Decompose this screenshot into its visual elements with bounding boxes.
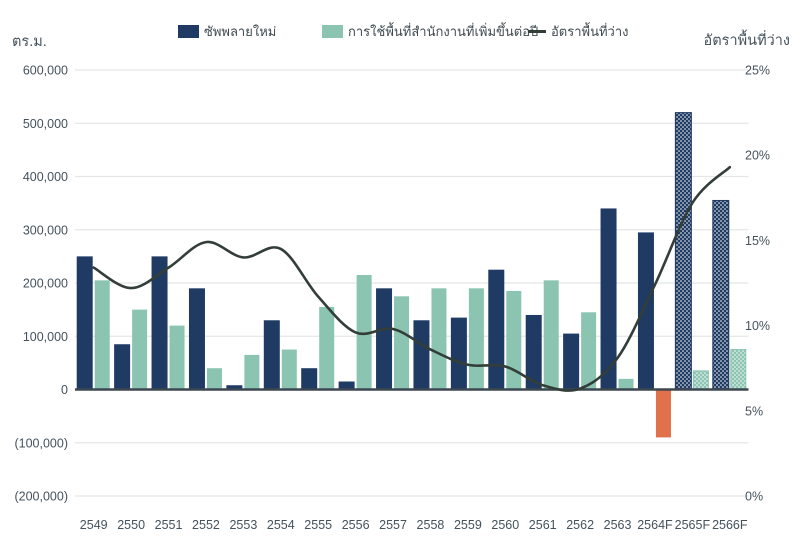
left-axis-title: ตร.ม.	[12, 34, 47, 50]
right-axis-tick-label: 25%	[745, 64, 770, 78]
left-axis-tick-label: (100,000)	[14, 436, 68, 450]
x-axis-label-2563: 2563	[604, 518, 632, 532]
bar-net-absorption-2552	[206, 368, 222, 390]
legend-label-net-absorption: การใช้พื้นที่สำนักงานที่เพิ่มขึ้นต่อปี	[348, 24, 539, 39]
bar-net-absorption-2551	[169, 325, 185, 390]
x-axis-label-2560: 2560	[491, 518, 519, 532]
legend-label-vacancy-rate: อัตราพื้นที่ว่าง	[551, 24, 629, 39]
x-axis-label-2557: 2557	[379, 518, 407, 532]
bar-net-absorption-2554	[281, 349, 297, 390]
bar-net-absorption-2566F	[730, 349, 747, 390]
bar-new-supply-2559	[450, 317, 467, 390]
new-supply-swatch-icon	[178, 25, 199, 38]
x-axis-label-2561: 2561	[529, 518, 557, 532]
bar-new-supply-2561	[525, 314, 542, 390]
bar-net-absorption-2550	[132, 309, 148, 390]
left-axis-tick-label: 100,000	[23, 330, 68, 344]
bar-new-supply-2553	[226, 385, 243, 390]
x-axis-label-2565F: 2565F	[675, 518, 711, 532]
x-axis-label-2551: 2551	[155, 518, 183, 532]
x-axis-label-2555: 2555	[304, 518, 332, 532]
bar-new-supply-2562	[563, 333, 580, 390]
bar-new-supply-2558	[413, 320, 430, 390]
bar-net-absorption-2559	[468, 288, 484, 390]
bar-new-supply-2551	[151, 256, 168, 390]
x-axis-label-2559: 2559	[454, 518, 482, 532]
bar-new-supply-2556	[338, 381, 355, 390]
right-axis-tick-label: 20%	[745, 149, 770, 163]
right-axis-tick-label: 15%	[745, 234, 770, 248]
bar-new-supply-2563	[600, 208, 617, 390]
x-axis-label-2549: 2549	[80, 518, 108, 532]
bar-new-supply-2554	[263, 320, 280, 390]
bar-new-supply-2566F	[712, 199, 730, 390]
bar-new-supply-2560	[488, 269, 505, 390]
x-axis-label-2562: 2562	[566, 518, 594, 532]
bar-new-supply-2555	[301, 368, 318, 390]
right-axis-tick-label: 10%	[745, 319, 770, 333]
bar-new-supply-2552	[188, 288, 205, 390]
x-axis-label-2556: 2556	[342, 518, 370, 532]
bar-new-supply-2565F	[674, 112, 692, 390]
x-axis-label-2552: 2552	[192, 518, 220, 532]
bar-net-absorption-2553	[244, 354, 260, 390]
bar-new-supply-2557	[376, 288, 393, 390]
right-axis-tick-label: 5%	[745, 404, 763, 418]
bar-net-absorption-2561	[543, 280, 559, 390]
bar-net-absorption-2558	[431, 288, 447, 390]
left-axis-tick-label: 500,000	[23, 117, 68, 131]
x-axis-label-2553: 2553	[229, 518, 257, 532]
net-absorption-swatch-icon	[322, 25, 343, 38]
bar-new-supply-2549	[76, 256, 93, 390]
bar-net-absorption-2562	[581, 312, 597, 390]
x-axis-label-2558: 2558	[417, 518, 445, 532]
bar-net-absorption-2557	[394, 296, 410, 390]
x-axis-label-2554: 2554	[267, 518, 295, 532]
bar-new-supply-2564F	[637, 232, 654, 390]
x-axis-label-2564F: 2564F	[637, 518, 673, 532]
vacancy-rate-line-swatch-icon	[528, 29, 546, 34]
left-axis-tick-label: 200,000	[23, 277, 68, 291]
legend-label-new-supply: ซัพพลายใหม่	[204, 24, 277, 39]
left-axis-tick-label: 400,000	[23, 170, 68, 184]
right-axis-tick-label: 0%	[745, 490, 763, 504]
left-axis-tick-label: (200,000)	[14, 490, 68, 504]
bar-net-absorption-2556	[356, 275, 372, 390]
bar-net-absorption-2560	[506, 290, 522, 390]
bar-net-absorption-2565F	[692, 370, 709, 390]
left-axis-tick-label: 0	[61, 383, 68, 397]
x-axis-label-2566F: 2566F	[712, 518, 748, 532]
legend-item-net-absorption: การใช้พื้นที่สำนักงานที่เพิ่มขึ้นต่อปี	[322, 21, 538, 42]
legend-item-new-supply: ซัพพลายใหม่	[178, 21, 276, 42]
left-axis-tick-label: 600,000	[23, 64, 68, 78]
legend: ซัพพลายใหม่ การใช้พื้นที่สำนักงานที่เพิ่…	[0, 21, 800, 43]
bar-new-supply-2550	[114, 344, 131, 390]
right-axis-title: อัตราพื้นที่ว่าง	[703, 33, 790, 49]
vacancy-rate-line	[92, 165, 732, 392]
bar-net-absorption-2563	[618, 378, 634, 390]
bar-net-absorption-2555	[319, 306, 335, 390]
bar-net-absorption-2549	[94, 280, 110, 390]
left-axis-tick-label: 300,000	[23, 223, 68, 237]
legend-item-vacancy-rate: อัตราพื้นที่ว่าง	[528, 21, 629, 42]
x-axis-label-2550: 2550	[117, 518, 145, 532]
bar-net-absorption-2564F	[655, 389, 671, 438]
